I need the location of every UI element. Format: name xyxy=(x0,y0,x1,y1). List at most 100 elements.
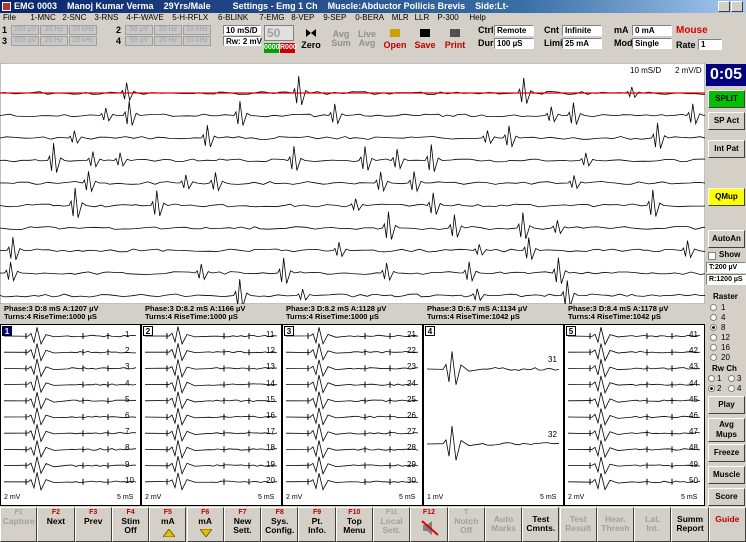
rwch-radio[interactable] xyxy=(728,375,735,382)
minimize-button[interactable] xyxy=(718,1,730,12)
trace-number: 14 xyxy=(266,378,275,388)
side-button[interactable]: Muscle xyxy=(708,466,745,484)
function-key[interactable]: F6 mA xyxy=(186,507,224,542)
menu-item[interactable]: File xyxy=(3,13,16,22)
function-key[interactable]: Hear. Thresh xyxy=(596,507,635,542)
function-key[interactable]: F3 Prev xyxy=(74,507,112,542)
toolbar-button[interactable]: Live Avg xyxy=(353,24,381,56)
function-key[interactable]: T Notch Off xyxy=(447,507,485,542)
side-button[interactable]: SP Act xyxy=(708,112,745,130)
menu-item[interactable]: LLR xyxy=(414,13,430,22)
menu-item[interactable]: 4-F-WAVE xyxy=(126,13,164,22)
function-key[interactable]: F9 Pt. Info. xyxy=(298,507,336,542)
channel-setting: 20 Hz xyxy=(40,25,68,35)
menu-item[interactable]: 5-H-RFLX xyxy=(172,13,209,22)
show-checkbox[interactable] xyxy=(708,252,716,260)
raster-option: 12 xyxy=(721,333,730,342)
menu-item[interactable]: 0-BERA xyxy=(355,13,385,22)
button-icon xyxy=(450,29,460,37)
menu-item[interactable]: 3-RNS xyxy=(94,13,119,22)
function-key[interactable]: Summ Report xyxy=(671,507,709,542)
trace-number: 46 xyxy=(689,411,698,420)
toolbar-button[interactable]: Print xyxy=(441,24,469,56)
side-button[interactable]: QMup xyxy=(708,188,745,206)
rate-label: Rate xyxy=(676,40,696,50)
side-button[interactable]: Avg Mups xyxy=(708,418,745,442)
function-key[interactable]: F2 Next xyxy=(37,507,75,542)
menu-item[interactable]: Help xyxy=(469,13,486,22)
raster-radio[interactable] xyxy=(710,324,717,331)
rwch-radio[interactable] xyxy=(708,385,715,392)
panel-number[interactable]: 5 xyxy=(566,326,576,336)
function-key[interactable]: F7 New Sett. xyxy=(223,507,262,542)
function-key[interactable]: Test Cmnts. xyxy=(522,507,560,542)
menu-item[interactable]: MLR xyxy=(391,13,409,22)
function-key[interactable]: F8 Sys. Config. xyxy=(261,507,299,542)
mup-panel xyxy=(0,324,141,506)
field-value: 0 mA xyxy=(632,25,672,36)
function-key[interactable]: F11 Local Sett. xyxy=(373,507,411,542)
toolbar-button[interactable]: Open xyxy=(381,24,409,56)
side-button[interactable]: Play xyxy=(708,396,745,414)
side-button[interactable]: SPLIT xyxy=(708,90,745,108)
trace-number: 23 xyxy=(407,362,416,372)
label-line: Test xyxy=(569,514,587,524)
cross xyxy=(421,520,439,536)
raster-radio[interactable] xyxy=(710,314,717,321)
mup-trace xyxy=(426,351,560,385)
function-key[interactable]: Auto Marks xyxy=(484,507,523,542)
mup-stats: Phase:3 D:8.2 mS A:1128 µV xyxy=(286,304,387,313)
panel-bg xyxy=(423,324,564,506)
channel-setting: 50 µV xyxy=(125,25,153,35)
raster-radio[interactable] xyxy=(710,344,717,351)
raw-trace xyxy=(0,101,705,126)
panel-number[interactable]: 4 xyxy=(425,326,435,336)
side-button[interactable]: Score xyxy=(708,488,745,506)
function-key[interactable]: Test Result xyxy=(559,507,597,542)
field-value: 100 µS xyxy=(494,38,534,49)
label-line: Save xyxy=(414,40,436,50)
function-key[interactable]: Guide xyxy=(708,507,746,542)
side-button[interactable]: AutoAn xyxy=(708,230,745,248)
label-line: Next xyxy=(46,516,66,526)
side-button[interactable]: Freeze xyxy=(708,444,745,462)
menu-item[interactable]: 7-EMG xyxy=(259,13,285,22)
function-key[interactable]: Lat. Int. xyxy=(634,507,672,542)
mup-trace xyxy=(426,425,560,461)
panel-number[interactable]: 1 xyxy=(2,326,12,336)
menu-item[interactable]: 2-SNC xyxy=(62,13,87,22)
menu-item[interactable]: 1-MNC xyxy=(30,13,56,22)
mup-trace xyxy=(3,424,137,443)
mup-trace xyxy=(144,472,278,491)
rwch-radio[interactable] xyxy=(708,375,715,382)
channel-setting: 20 Hz xyxy=(154,25,182,35)
menu-item[interactable]: P-300 xyxy=(437,13,459,22)
menu-item[interactable]: 9-SEP xyxy=(323,13,347,22)
menu-item[interactable]: 8-VEP xyxy=(291,13,315,22)
toolbar-button[interactable]: Save xyxy=(411,24,439,56)
raster-radio[interactable] xyxy=(710,304,717,311)
function-key[interactable]: F10 Top Menu xyxy=(335,507,373,542)
toolbar-button[interactable]: Zero xyxy=(297,24,325,56)
mup-trace xyxy=(144,343,278,362)
toolbar-button[interactable]: Avg Sum xyxy=(327,24,355,56)
panel-number[interactable]: 2 xyxy=(143,326,153,336)
gain-label: 2 mV xyxy=(286,494,303,501)
trace-number: 12 xyxy=(266,346,275,356)
panel-number[interactable]: 3 xyxy=(284,326,294,336)
function-key[interactable]: F12 xyxy=(410,507,448,542)
side-button[interactable]: Int Pat xyxy=(708,140,745,158)
mup-panel xyxy=(423,324,564,506)
function-key[interactable]: F1 Capture xyxy=(0,507,38,542)
trace-sweep-label: 10 mS/D xyxy=(630,66,662,75)
raster-radio[interactable] xyxy=(710,334,717,341)
mup-trace xyxy=(144,456,278,475)
rwch-radio[interactable] xyxy=(728,385,735,392)
menu-item[interactable]: 6-BLINK xyxy=(218,13,249,22)
key-code: F10 xyxy=(348,509,361,516)
close-button[interactable] xyxy=(731,1,743,12)
function-key[interactable]: F4 Stim Off xyxy=(111,507,150,542)
function-key[interactable]: F5 mA xyxy=(149,507,187,542)
raster-radio[interactable] xyxy=(710,354,717,361)
